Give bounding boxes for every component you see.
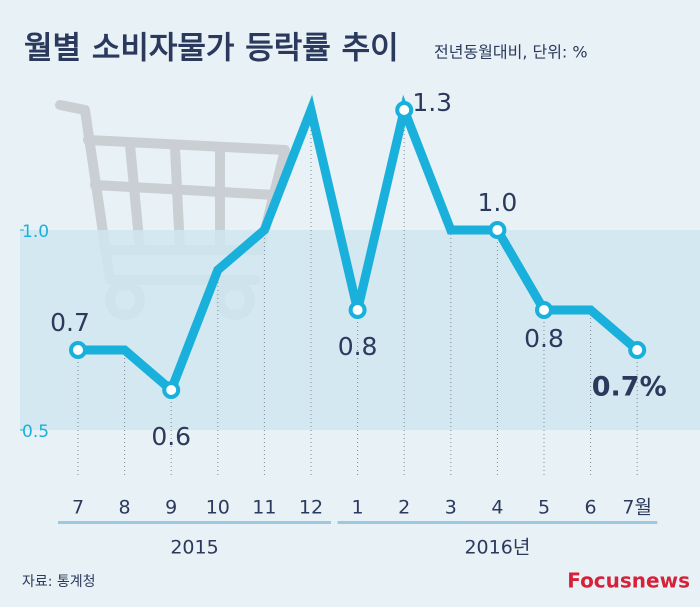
data-point xyxy=(69,341,87,359)
data-point xyxy=(535,301,553,319)
x-tick-label: 4 xyxy=(491,497,503,519)
data-point xyxy=(628,341,647,359)
x-tick-label: 5 xyxy=(538,497,550,519)
value-label: 0.7% xyxy=(592,372,667,403)
year-label: 2016년 xyxy=(464,537,530,559)
y-tick-label: 0.5 xyxy=(22,422,49,442)
value-label: 1.0 xyxy=(478,188,518,217)
range-band xyxy=(20,230,700,430)
data-point xyxy=(162,381,181,399)
y-tick-label: 1.0 xyxy=(22,222,49,242)
year-label: 2015 xyxy=(170,537,218,559)
x-tick-label: 2 xyxy=(398,497,410,519)
source: 자료: 통계청 xyxy=(22,574,96,590)
x-tick-label: 3 xyxy=(445,497,457,519)
year-bracket xyxy=(58,521,331,524)
x-tick-label: 12 xyxy=(299,497,323,519)
brand-logo: Focusnews xyxy=(567,569,690,593)
x-tick-label: 6 xyxy=(585,497,597,519)
data-point xyxy=(348,301,367,319)
value-label: 0.6 xyxy=(151,422,191,451)
value-label: 0.8 xyxy=(338,332,378,361)
data-point xyxy=(395,101,414,119)
chart-subtitle: 전년동월대비, 단위: % xyxy=(434,43,588,62)
x-tick-label: 1 xyxy=(352,497,364,519)
value-label: 0.8 xyxy=(524,324,564,353)
value-label: 1.3 xyxy=(412,88,452,117)
x-tick-label: 9 xyxy=(165,497,177,519)
x-tick-label: 8 xyxy=(119,497,131,519)
value-label: 0.7 xyxy=(50,308,90,337)
x-tick-label: 7 xyxy=(72,497,84,519)
chart-title: 월별 소비자물가 등락률 추이 xyxy=(24,31,399,67)
data-point xyxy=(488,221,507,239)
x-tick-label: 7월 xyxy=(622,497,652,519)
year-bracket xyxy=(337,521,658,524)
x-tick-label: 10 xyxy=(206,497,230,519)
x-tick-label: 11 xyxy=(252,497,276,519)
